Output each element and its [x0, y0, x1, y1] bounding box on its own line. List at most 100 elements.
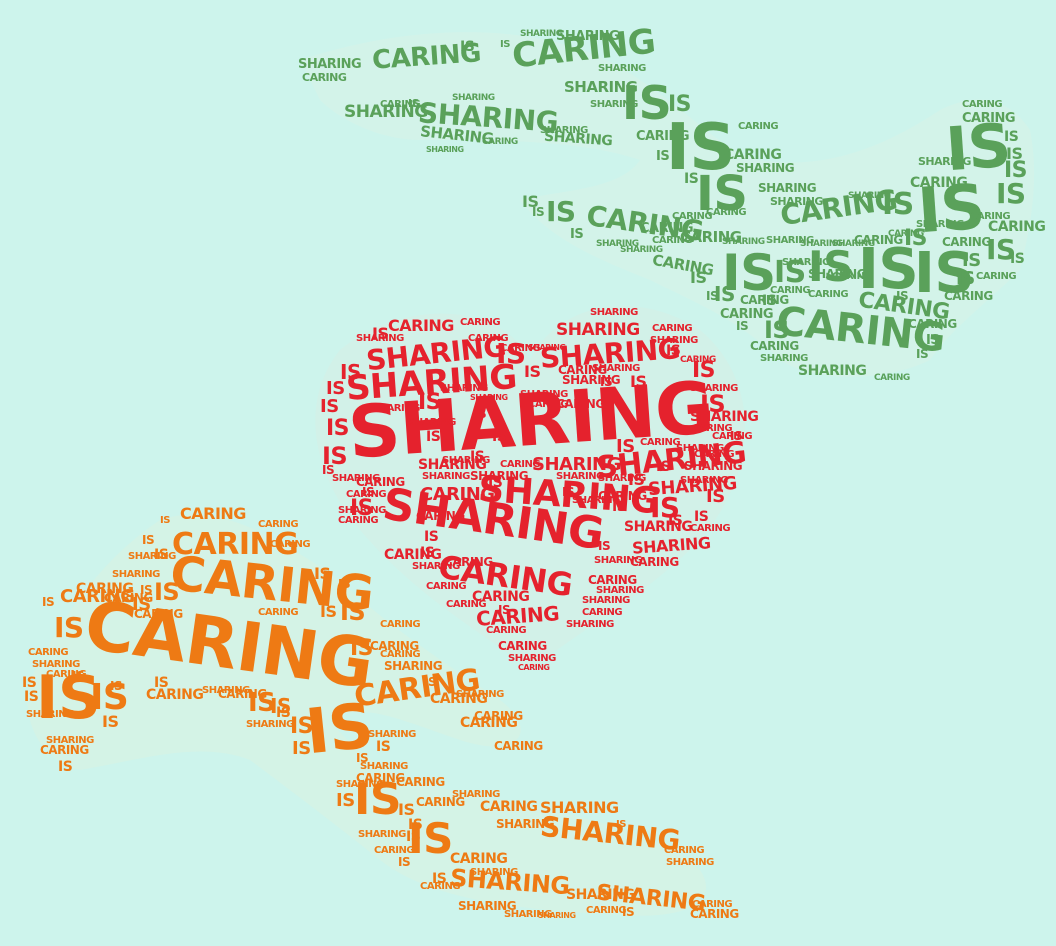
- sharing-word: SHARING: [298, 57, 362, 72]
- caring-word: CARING: [450, 851, 508, 867]
- is-word: IS: [986, 233, 1016, 266]
- sharing-word: SHARING: [596, 585, 644, 596]
- sharing-word: SHARING: [508, 653, 556, 664]
- caring-word: CARING: [588, 573, 637, 587]
- sharing-word: SHARING: [918, 155, 971, 168]
- is-word: IS: [694, 509, 709, 525]
- is-word: IS: [270, 694, 291, 718]
- is-word: IS: [684, 171, 699, 187]
- caring-word: CARING: [770, 285, 811, 296]
- caring-word: CARING: [180, 504, 246, 523]
- is-word: IS: [666, 111, 735, 185]
- caring-word: CARING: [636, 129, 690, 144]
- is-word: IS: [42, 595, 55, 609]
- sharing-word: SHARING: [338, 505, 386, 516]
- is-word: IS: [326, 416, 350, 441]
- is-word: IS: [764, 316, 790, 344]
- is-word: IS: [706, 289, 719, 303]
- is-word: IS: [774, 255, 806, 290]
- caring-word: CARING: [356, 475, 405, 489]
- caring-word: CARING: [486, 625, 527, 636]
- is-word: IS: [1010, 251, 1025, 267]
- is-word: IS: [496, 337, 526, 370]
- caring-word: CARING: [652, 235, 693, 246]
- caring-word: CARING: [832, 271, 873, 282]
- caring-word: CARING: [692, 423, 733, 434]
- caring-word: CARING: [942, 235, 991, 249]
- caring-word: CARING: [720, 307, 774, 322]
- caring-word: CARING: [692, 899, 733, 910]
- is-word: IS: [1006, 144, 1023, 163]
- is-word: IS: [904, 226, 928, 251]
- caring-word: CARING: [420, 484, 495, 505]
- caring-word: CARING: [680, 228, 742, 246]
- is-word: IS: [460, 39, 475, 55]
- sharing-word: SHARING: [246, 719, 294, 730]
- sharing-word: SHARING: [452, 789, 500, 800]
- is-word: IS: [570, 227, 584, 242]
- sharing-word: SHARING: [112, 569, 160, 580]
- sharing-word: SHARING: [848, 191, 891, 201]
- is-word: IS: [522, 192, 539, 211]
- sharing-word: SHARING: [566, 619, 614, 630]
- is-word: IS: [58, 759, 73, 775]
- sharing-word: SHARING: [590, 307, 638, 318]
- sharing-word: SHARING: [496, 817, 555, 831]
- caring-word: CARING: [672, 211, 713, 222]
- sharing-word: SHARING: [356, 333, 404, 344]
- caring-word: CARING: [944, 289, 993, 303]
- sharing-word: SHARING: [592, 363, 640, 374]
- is-word: IS: [628, 470, 645, 489]
- sharing-word: SHARING: [596, 239, 639, 249]
- caring-word: CARING: [690, 907, 739, 921]
- dove-silhouette: [300, 32, 1035, 377]
- is-word: IS: [808, 242, 853, 291]
- sharing-word: SHARING: [666, 857, 714, 868]
- is-word: IS: [362, 485, 375, 499]
- caring-word: CARING: [500, 459, 541, 470]
- is-word: IS: [398, 800, 415, 819]
- is-word: IS: [350, 496, 374, 521]
- is-word: IS: [656, 459, 671, 475]
- caring-word: CARING: [396, 775, 445, 789]
- caring-word: CARING: [426, 581, 467, 592]
- caring-word: CARING: [598, 489, 647, 503]
- is-word: IS: [408, 97, 420, 110]
- caring-word: CARING: [962, 99, 1003, 110]
- is-word: IS: [492, 429, 507, 445]
- sharing-word: SHARING: [798, 363, 867, 379]
- caring-word: CARING: [460, 715, 518, 731]
- caring-word: CARING: [468, 333, 509, 344]
- is-word: IS: [622, 905, 635, 919]
- is-word: IS: [322, 463, 335, 477]
- is-word: IS: [498, 603, 511, 617]
- sharing-word: SHARING: [128, 551, 176, 562]
- is-word: IS: [722, 244, 776, 302]
- caring-word: CARING: [630, 555, 679, 569]
- caring-word: CARING: [908, 317, 957, 331]
- is-word: IS: [736, 319, 749, 333]
- is-word: IS: [612, 499, 627, 515]
- sharing-word: SHARING: [412, 561, 460, 572]
- sharing-word: SHARING: [528, 343, 566, 352]
- sharing-word: SHARING: [32, 659, 80, 670]
- caring-word: CARING: [146, 687, 204, 703]
- is-word: IS: [616, 436, 635, 457]
- sharing-word: SHARING: [540, 798, 619, 817]
- caring-word: CARING: [680, 355, 716, 365]
- caring-word: CARING: [384, 547, 442, 563]
- caring-word: CARING: [380, 649, 421, 660]
- caring-word: CARING: [416, 795, 465, 809]
- sharing-word: SHARING: [452, 93, 495, 103]
- caring-word: CARING: [258, 607, 299, 618]
- sharing-word: SHARING: [572, 495, 620, 506]
- sharing-word: SHARING: [358, 829, 406, 840]
- caring-word: CARING: [60, 586, 135, 607]
- caring-word: CARING: [750, 339, 799, 353]
- is-word: IS: [432, 871, 447, 887]
- is-word: IS: [398, 855, 411, 869]
- sharing-word: SHARING: [426, 145, 464, 154]
- is-word: IS: [72, 669, 85, 683]
- caring-word: CARING: [586, 905, 627, 916]
- caring-word: CARING: [380, 619, 421, 630]
